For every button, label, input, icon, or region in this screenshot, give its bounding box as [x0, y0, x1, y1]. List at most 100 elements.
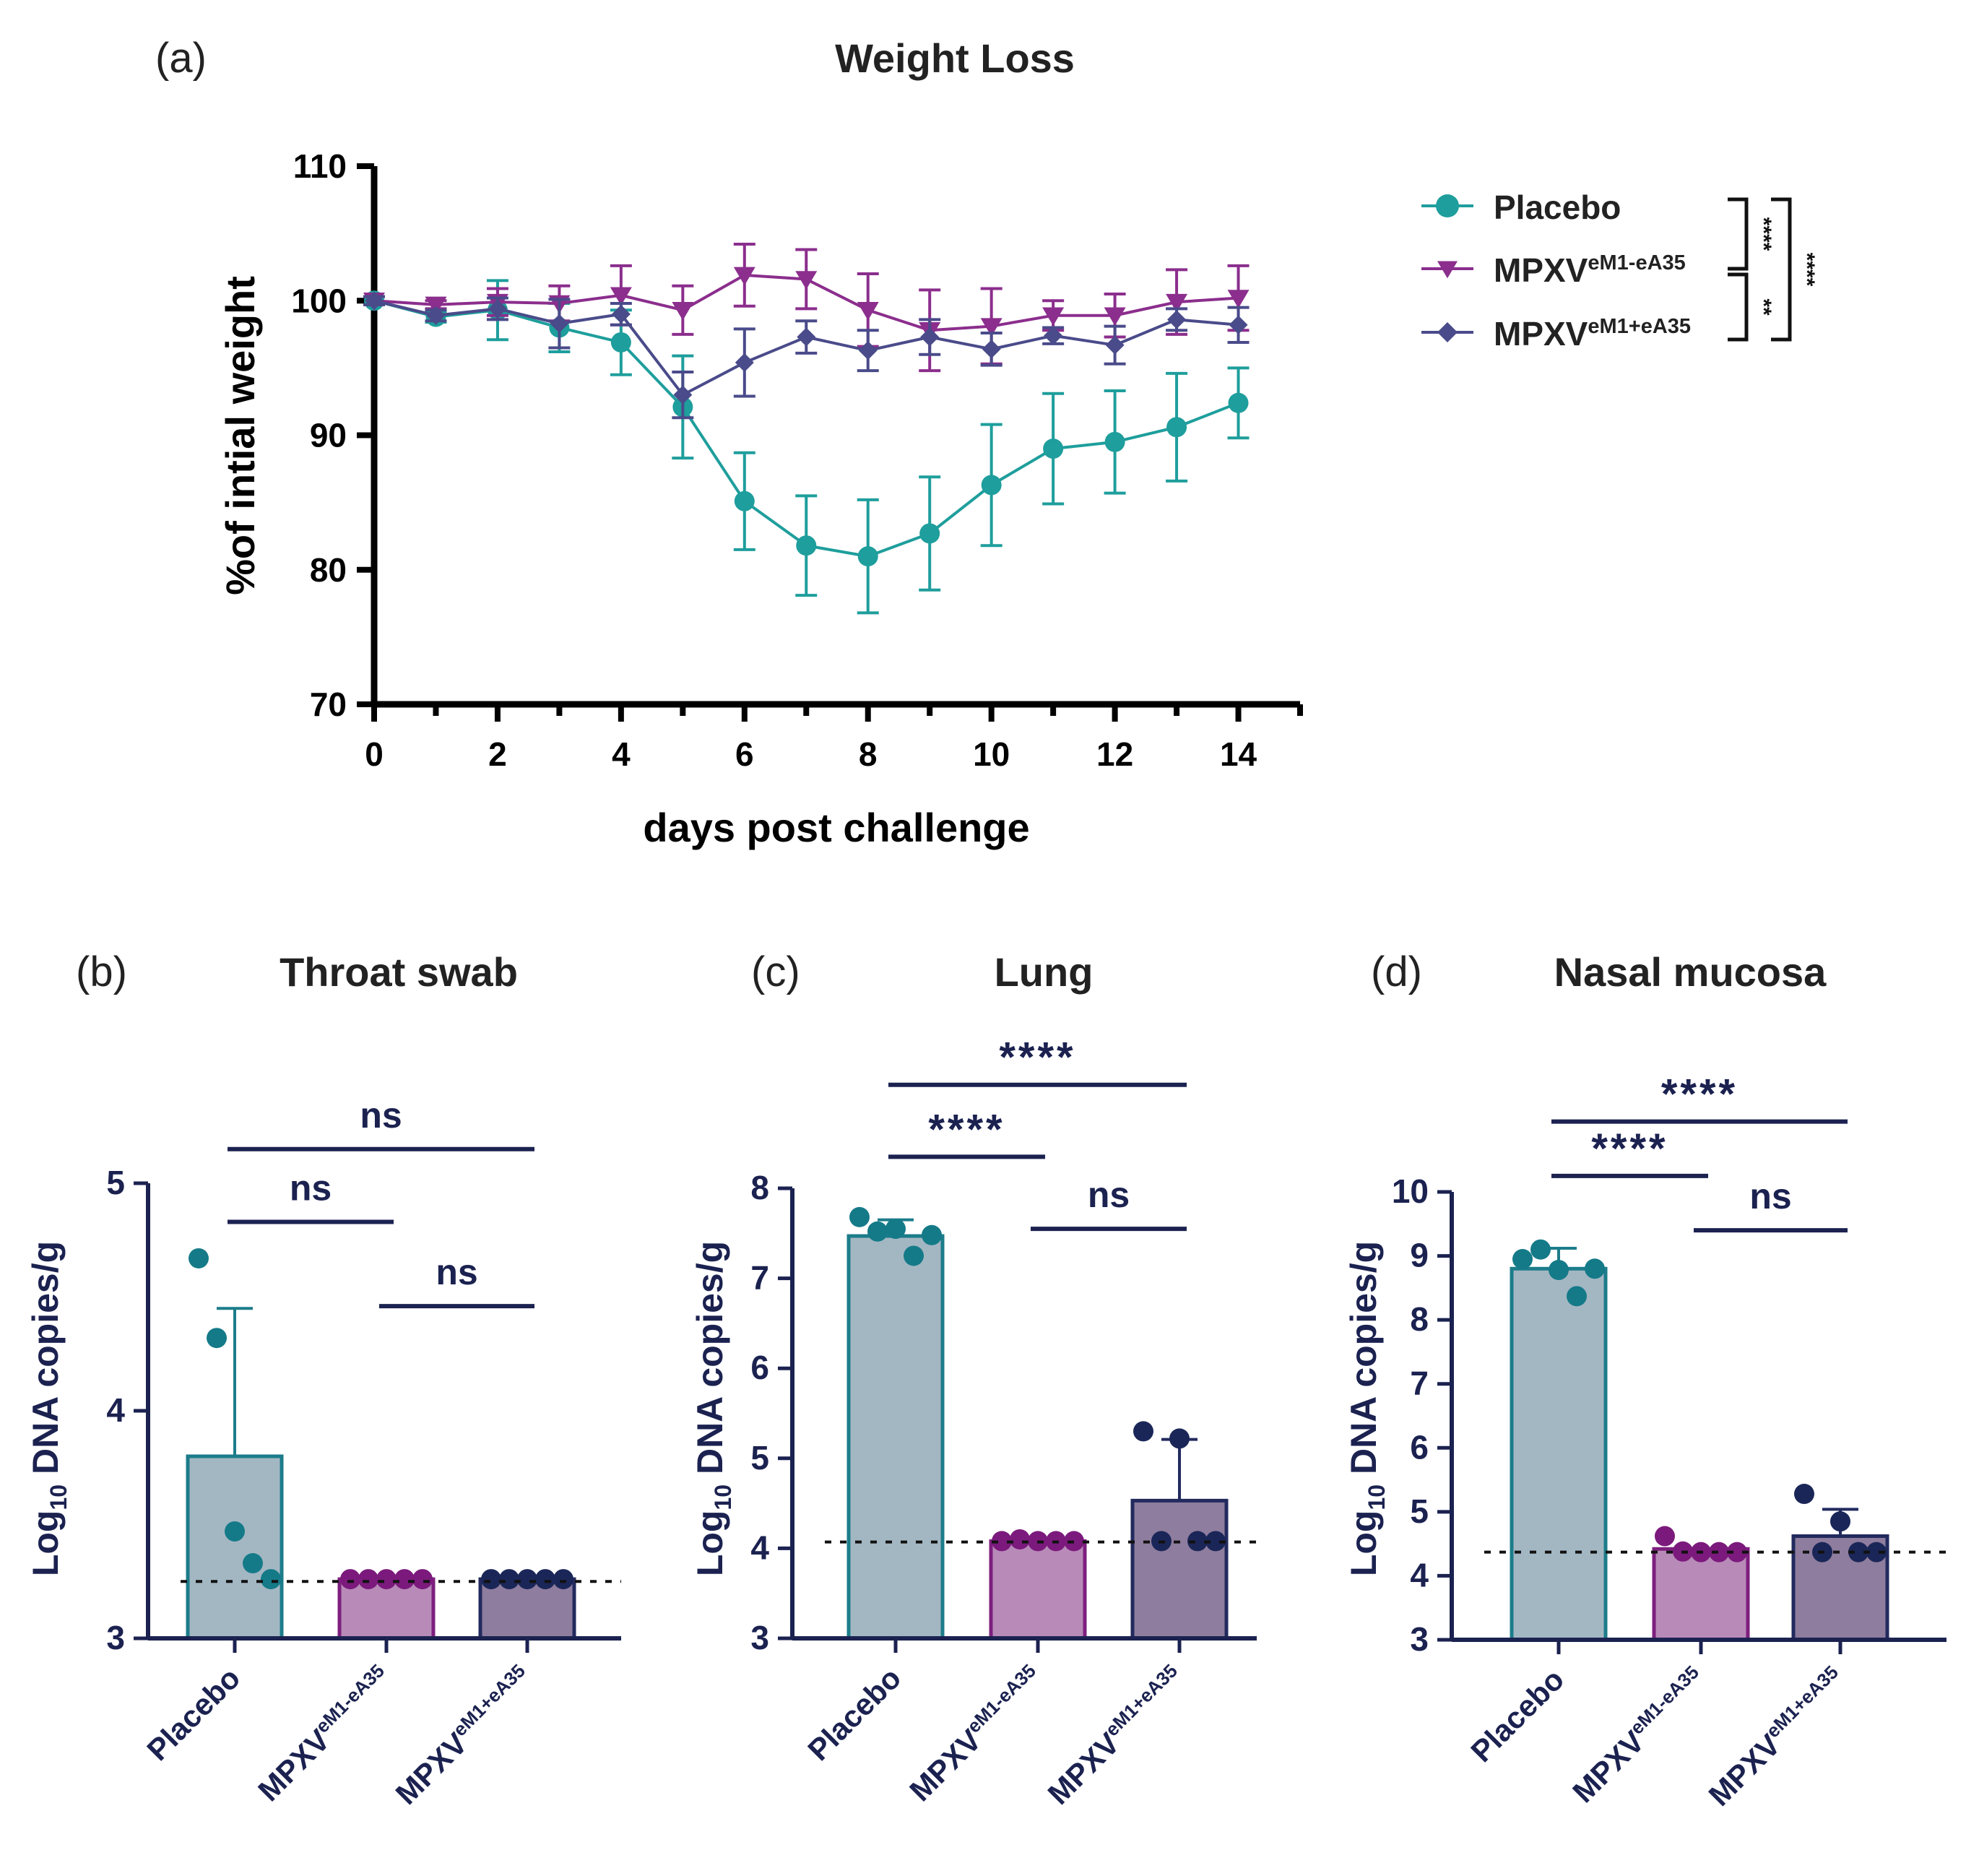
data-point: [1228, 392, 1249, 413]
data-point: [1104, 307, 1126, 326]
x-tick-label: 10: [973, 735, 1010, 773]
data-point: [517, 1569, 537, 1590]
comparison-label: ns: [360, 1095, 402, 1136]
y-tick-label: 3: [750, 1619, 769, 1656]
data-point: [1227, 290, 1250, 308]
data-point: [1512, 1249, 1533, 1269]
y-tick-label: 8: [1410, 1300, 1429, 1338]
panel-b-label: (b): [76, 948, 127, 995]
x-tick-label: 8: [859, 735, 878, 773]
data-point: [922, 1224, 942, 1245]
y-tick-label: 5: [750, 1439, 769, 1477]
legend-marker-placebo: [1436, 194, 1459, 217]
legend-bracket-1-label: ****: [1751, 217, 1775, 251]
data-point: [795, 271, 818, 290]
data-point: [426, 306, 446, 325]
panel-a-xlabel: days post challenge: [643, 805, 1029, 850]
lung-chart: 345678PlaceboMPXVeM1-eA35MPXVeM1+eA35Log…: [690, 1034, 1257, 1811]
data-point: [1044, 326, 1063, 345]
bar-placebo: [186, 1454, 284, 1641]
data-point: [207, 1328, 227, 1349]
y-axis-label: Log10 DNA copies/g: [1343, 1241, 1390, 1576]
data-point: [358, 1569, 378, 1590]
data-point: [1709, 1542, 1729, 1562]
data-point: [735, 353, 754, 372]
data-point: [796, 535, 817, 556]
y-tick-label: 80: [310, 551, 347, 589]
data-point: [1866, 1542, 1887, 1562]
data-point: [1133, 1421, 1153, 1442]
data-point: [857, 546, 878, 567]
data-point: [394, 1569, 415, 1590]
x-tick-label: 0: [365, 735, 384, 773]
data-point: [481, 1569, 501, 1590]
legend-label-placebo: Placebo: [1494, 189, 1621, 226]
panel-c-label: (c): [751, 948, 800, 995]
y-tick-label: 5: [106, 1164, 125, 1201]
data-point: [919, 523, 940, 544]
data-point: [1229, 315, 1248, 334]
data-point: [849, 1206, 870, 1227]
data-point: [1167, 310, 1187, 329]
comparison-label: ****: [928, 1106, 1005, 1153]
comparison-label: ns: [436, 1252, 477, 1292]
bar-em1-minus: [989, 1539, 1087, 1641]
data-point: [1205, 1531, 1226, 1552]
data-point: [1585, 1258, 1605, 1279]
data-point: [1104, 431, 1125, 452]
bar-placebo: [846, 1234, 945, 1641]
legend-marker-em1_minus: [1437, 261, 1458, 279]
data-point: [225, 1521, 245, 1542]
data-point: [673, 385, 693, 405]
data-point: [412, 1569, 433, 1590]
comparison-label: ****: [1591, 1125, 1668, 1172]
data-point: [1169, 1428, 1190, 1449]
data-point: [1549, 1260, 1569, 1281]
data-point: [904, 1245, 924, 1266]
data-point: [553, 1569, 573, 1590]
data-point: [488, 299, 507, 319]
data-point: [376, 1569, 397, 1590]
data-point: [535, 1569, 555, 1590]
data-point: [1187, 1531, 1208, 1552]
data-point: [1794, 1484, 1814, 1505]
y-tick-label: 90: [310, 417, 347, 454]
data-point: [340, 1569, 360, 1590]
legend-label-em1_plus: MPXVeM1+eA35: [1494, 315, 1691, 353]
legend-marker-em1_plus: [1437, 322, 1458, 342]
data-point: [499, 1569, 519, 1590]
x-tick-label: 12: [1096, 735, 1133, 773]
data-point: [1567, 1286, 1587, 1307]
data-point: [1105, 335, 1125, 355]
legend-bracket-3-label: ****: [1795, 253, 1819, 287]
bar-em1-minus: [1652, 1547, 1750, 1642]
series-em1_plus: [363, 291, 1250, 420]
y-tick-label: 100: [291, 282, 347, 319]
comparison-label: ****: [999, 1034, 1075, 1081]
y-axis-label: Log10 DNA copies/g: [690, 1241, 736, 1576]
data-point: [992, 1531, 1012, 1552]
data-point: [189, 1248, 209, 1268]
data-point: [1848, 1542, 1868, 1562]
data-point: [1166, 293, 1188, 313]
y-tick-label: 5: [1410, 1492, 1429, 1530]
comparison-label: ****: [1661, 1071, 1738, 1118]
data-point: [610, 287, 632, 306]
data-point: [885, 1219, 906, 1240]
x-tick-label: 14: [1220, 735, 1257, 773]
y-tick-label: 7: [1410, 1365, 1429, 1402]
data-point: [610, 332, 631, 353]
data-point: [981, 475, 1002, 496]
data-point: [982, 340, 1001, 359]
y-tick-label: 7: [750, 1259, 769, 1297]
x-tick-label: 2: [488, 735, 507, 773]
data-point: [1042, 307, 1065, 326]
data-point: [550, 314, 569, 333]
panel-a-title: Weight Loss: [835, 35, 1075, 81]
panel-b-title: Throat swab: [280, 949, 518, 995]
data-point: [1655, 1526, 1675, 1547]
bar-placebo: [1510, 1266, 1608, 1642]
data-point: [734, 490, 755, 511]
data-point: [365, 291, 384, 311]
